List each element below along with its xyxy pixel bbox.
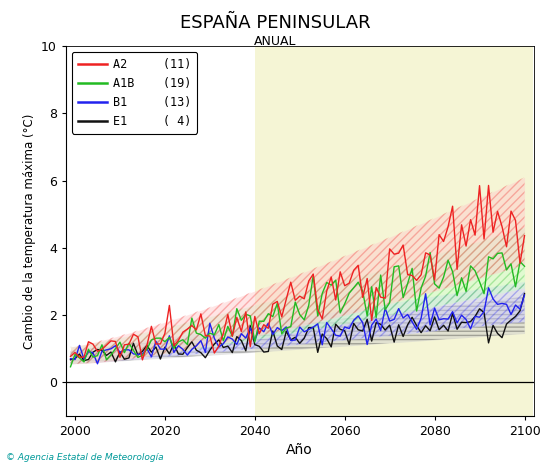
Legend: A2     (11), A1B    (19), B1     (13), E1     ( 4): A2 (11), A1B (19), B1 (13), E1 ( 4) — [72, 52, 197, 134]
X-axis label: Año: Año — [287, 444, 313, 457]
Text: ANUAL: ANUAL — [254, 35, 296, 48]
Text: © Agencia Estatal de Meteorología: © Agencia Estatal de Meteorología — [6, 453, 163, 462]
Text: ESPAÑA PENINSULAR: ESPAÑA PENINSULAR — [180, 14, 370, 32]
Y-axis label: Cambio de la temperatura máxima (°C): Cambio de la temperatura máxima (°C) — [23, 113, 36, 349]
Bar — [255, 46, 534, 416]
